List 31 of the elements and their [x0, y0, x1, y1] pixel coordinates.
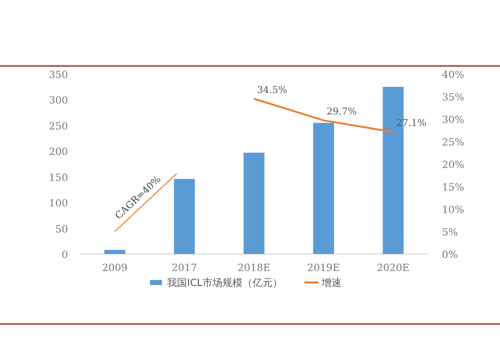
- y-tick-label: 150: [48, 172, 68, 184]
- legend-增速: 增速: [304, 278, 342, 289]
- y-tick-label: 0: [62, 250, 68, 261]
- x-tick-label: 2018E: [238, 263, 270, 274]
- bar: [174, 178, 195, 254]
- y2-tick-label: 20%: [442, 160, 464, 171]
- y2-tick-label: 0%: [442, 250, 458, 261]
- x-tick-label: 2019E: [307, 263, 340, 274]
- y-tick-label: 200: [48, 147, 68, 158]
- data-label: 29.7%: [326, 106, 357, 118]
- y-tick-label: 300: [48, 96, 68, 107]
- bar: [313, 122, 334, 254]
- y2-tick-label: 35%: [442, 92, 464, 104]
- x-tick-label: 2020E: [376, 263, 410, 274]
- bar: [244, 152, 264, 254]
- x-tick-label: 2009: [102, 263, 128, 274]
- legend-label: 增速: [320, 277, 342, 289]
- y2-tick-label: 10%: [442, 205, 464, 216]
- y2-tick-label: 30%: [442, 115, 464, 126]
- y-tick-label: 100: [48, 198, 68, 210]
- bar: [104, 250, 126, 254]
- x-tick-label: 2017: [172, 263, 198, 274]
- legend-label: 我国ICL市场规模（亿元）: [167, 277, 283, 289]
- data-label: 34.5%: [257, 84, 288, 96]
- y-tick-label: 350: [48, 70, 68, 81]
- y-tick-label: 250: [48, 121, 68, 132]
- y-tick-label: 50: [55, 224, 68, 236]
- y2-tick-label: 15%: [442, 182, 464, 194]
- y2-tick-label: 5%: [442, 228, 458, 238]
- y2-tick-label: 25%: [442, 138, 464, 148]
- y2-tick-label: 40%: [442, 70, 464, 81]
